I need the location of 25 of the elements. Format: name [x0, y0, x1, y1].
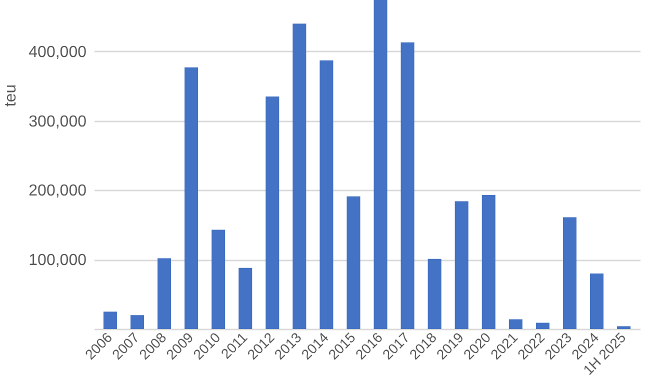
bar [374, 0, 388, 329]
y-tick-label: 300,000 [28, 113, 87, 130]
bar [590, 273, 604, 329]
bar [482, 195, 496, 329]
bar [617, 326, 631, 329]
bar [454, 201, 468, 329]
bar [238, 268, 252, 329]
bar [508, 319, 522, 329]
bar [562, 217, 576, 329]
bar [266, 96, 280, 329]
bar [400, 42, 414, 329]
bar [428, 258, 442, 329]
bar [346, 196, 360, 329]
bar [130, 315, 144, 329]
y-axis-title: teu [2, 84, 20, 107]
bar [536, 322, 550, 329]
bar [212, 230, 226, 329]
bar [103, 312, 117, 329]
bar [292, 24, 306, 329]
y-tick-label: 400,000 [28, 44, 87, 61]
y-tick-label: 200,000 [28, 182, 87, 200]
bar [320, 60, 334, 329]
y-tick-label: 100,000 [28, 252, 87, 270]
bar [158, 258, 172, 329]
bar [184, 67, 198, 329]
